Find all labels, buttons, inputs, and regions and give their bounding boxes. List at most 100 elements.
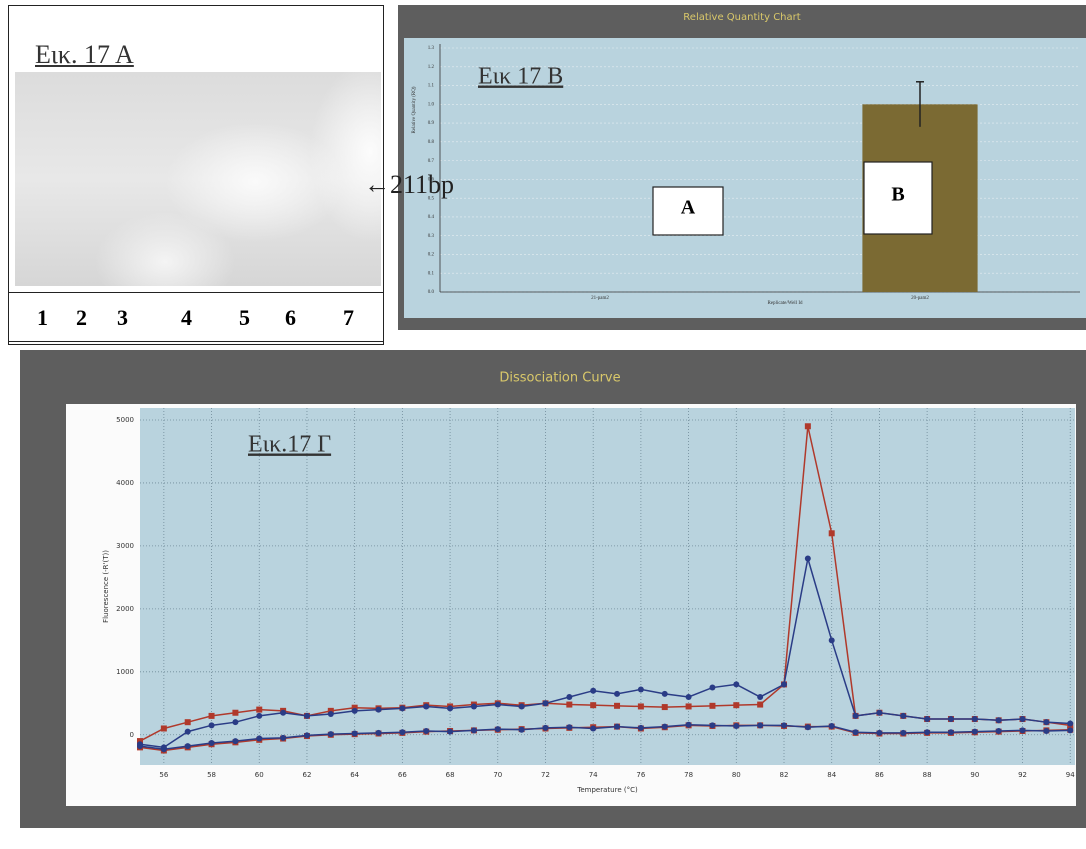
point: [876, 730, 882, 736]
y-tick-label: 1.3: [428, 46, 435, 51]
point: [256, 713, 262, 719]
x-tick-label: 80: [732, 771, 741, 779]
point: [733, 702, 739, 708]
y-tick-label: 0.4: [428, 215, 435, 220]
point: [924, 729, 930, 735]
point: [209, 740, 215, 746]
x-tick-label: 66: [398, 771, 407, 779]
x-tick-label: 58: [207, 771, 216, 779]
x-tick-label: 60: [255, 771, 264, 779]
y-tick-label: 1000: [116, 668, 134, 676]
point: [781, 722, 787, 728]
point: [1043, 719, 1049, 725]
x-tick-label: 86: [875, 771, 884, 779]
point: [423, 728, 429, 734]
page: Εικ. 17 Α 1234567 Relative Quantity Char…: [0, 0, 1086, 849]
point: [519, 727, 525, 733]
point: [328, 711, 334, 717]
annotation: A: [681, 197, 696, 219]
point: [256, 736, 262, 742]
point: [590, 725, 596, 731]
x-tick-label: 90: [970, 771, 979, 779]
point: [566, 702, 572, 708]
point: [209, 722, 215, 728]
x-tick-label: 82: [780, 771, 789, 779]
x-tick-label: 88: [923, 771, 932, 779]
x-tick-label: 56: [159, 771, 168, 779]
point: [757, 694, 763, 700]
point: [853, 729, 859, 735]
point: [185, 743, 191, 749]
y-tick-label: 0.8: [428, 140, 435, 145]
x-tick-label: 72: [541, 771, 550, 779]
point: [566, 724, 572, 730]
point: [757, 722, 763, 728]
point: [590, 702, 596, 708]
x-tick-label: 78: [684, 771, 693, 779]
point: [399, 705, 405, 711]
point: [876, 710, 882, 716]
point: [733, 723, 739, 729]
point: [304, 713, 310, 719]
y-tick-label: 1.0: [428, 102, 435, 107]
point: [709, 685, 715, 691]
point: [781, 681, 787, 687]
point: [185, 729, 191, 735]
x-tick-label: 62: [303, 771, 312, 779]
point: [185, 719, 191, 725]
point: [805, 724, 811, 730]
y-tick-label: 3000: [116, 542, 134, 550]
point: [232, 738, 238, 744]
x-axis-label: Temperature (°C): [576, 786, 638, 794]
point: [829, 530, 835, 536]
chart-title: Dissociation Curve: [499, 371, 620, 386]
point: [686, 703, 692, 709]
y-axis-label: Fluorescence (-R'(T)): [102, 550, 110, 623]
point: [805, 423, 811, 429]
point: [566, 694, 572, 700]
y-tick-label: 0: [130, 731, 134, 739]
point: [662, 691, 668, 697]
point: [590, 688, 596, 694]
point: [232, 710, 238, 716]
y-tick-label: 0.2: [428, 253, 435, 258]
point: [614, 703, 620, 709]
x-tick-label: 68: [446, 771, 455, 779]
y-tick-label: 1.2: [428, 65, 435, 70]
point: [137, 743, 143, 749]
point: [614, 724, 620, 730]
point: [256, 707, 262, 713]
point: [948, 716, 954, 722]
point: [924, 716, 930, 722]
y-tick-label: 5000: [116, 416, 134, 424]
point: [471, 703, 477, 709]
point: [352, 708, 358, 714]
point: [638, 725, 644, 731]
point: [972, 716, 978, 722]
point: [495, 702, 501, 708]
point: [1020, 727, 1026, 733]
point: [399, 729, 405, 735]
point: [447, 729, 453, 735]
x-tick-label: 20-pam2: [911, 296, 929, 301]
x-tick-label: 84: [827, 771, 836, 779]
x-axis-label: Replicate/Well Id: [768, 301, 804, 306]
point: [900, 730, 906, 736]
point: [161, 725, 167, 731]
point: [686, 722, 692, 728]
panel-label: Εικ 17 Β: [478, 64, 563, 90]
point: [209, 713, 215, 719]
point: [900, 713, 906, 719]
point: [1067, 727, 1073, 733]
point: [829, 637, 835, 643]
point: [805, 555, 811, 561]
y-axis-label: Relative Quantity (RQ): [412, 86, 417, 133]
point: [829, 723, 835, 729]
panel-label: Εικ.17 Γ: [248, 432, 331, 458]
annotation: B: [891, 184, 904, 206]
y-tick-label: 1.1: [428, 84, 435, 89]
point: [996, 717, 1002, 723]
point: [1020, 716, 1026, 722]
point: [733, 681, 739, 687]
point: [662, 724, 668, 730]
